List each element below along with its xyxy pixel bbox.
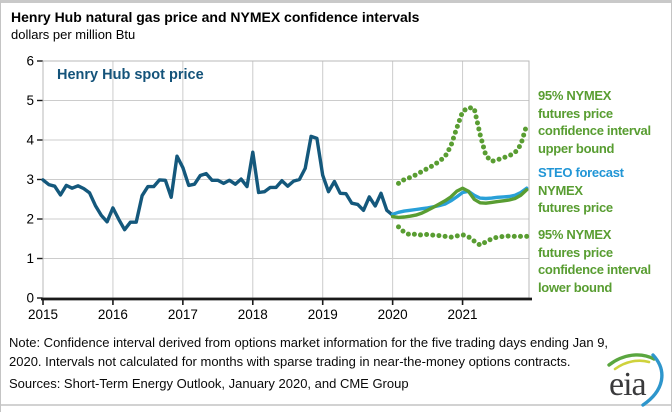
legend-upper-line: 95% NYMEX [538, 88, 612, 103]
legend-steo-line: STEO forecast [538, 165, 624, 180]
y-axis-tick-label: 2 [26, 212, 34, 227]
legend-lower-line: confidence interval [538, 262, 651, 277]
legend-nymex-line: futures price [538, 200, 613, 215]
legend-upper-line: upper bound [538, 140, 615, 156]
x-axis-tick-label: 2015 [28, 307, 58, 322]
legend-forecast: STEO forecast NYMEX futures price [538, 164, 624, 217]
note-line: Note: Confidence interval derived from o… [9, 335, 609, 350]
x-axis-tick-label: 2020 [378, 307, 408, 322]
legend-nymex-line: NYMEX [538, 182, 583, 198]
y-axis-tick-label: 6 [26, 54, 34, 69]
legend-upper-line: confidence interval [538, 123, 651, 138]
series-henry-hub-spot [41, 134, 395, 232]
price-chart: 0 1 2 3 4 5 6 2015 2016 2017 2018 2019 2020 2021 [26, 54, 532, 322]
series-confidence-upper [396, 105, 530, 186]
note-text: Note: Confidence interval derived from o… [9, 333, 608, 371]
page-title: Henry Hub natural gas price and NYMEX co… [11, 9, 420, 25]
eia-logo: eia [601, 350, 667, 408]
x-axis-tick-label: 2018 [238, 307, 268, 322]
legend-lower-bound: 95% NYMEX futures price confidence inter… [538, 226, 651, 296]
y-axis-tick-label: 3 [26, 172, 34, 187]
legend-lower-line: 95% NYMEX [538, 227, 612, 242]
series-nymex-futures [390, 186, 529, 220]
bottom-divider [1, 404, 671, 406]
y-axis-tick-label: 5 [26, 93, 34, 108]
sources-text: Sources: Short-Term Energy Outlook, Janu… [9, 376, 409, 391]
legend-lower-line: lower bound [538, 279, 612, 295]
spot-price-annotation: Henry Hub spot price [57, 67, 204, 83]
eia-logo-text: eia [609, 366, 647, 403]
y-axis-tick-label: 0 [26, 291, 34, 306]
axis-units-label: dollars per million Btu [11, 27, 136, 42]
legend-upper-bound: 95% NYMEX futures price confidence inter… [538, 87, 651, 157]
x-axis-tick-label: 2019 [308, 307, 338, 322]
series-steo-forecast [390, 186, 529, 217]
y-axis-tick-label: 1 [26, 251, 34, 266]
legend-lower-line: futures price [538, 244, 613, 260]
eia-logo-swoosh-icon [607, 353, 664, 407]
note-line: 2020. Intervals not calculated for month… [9, 354, 571, 369]
y-axis-tick-label: 4 [26, 133, 34, 148]
x-axis-tick-label: 2016 [98, 307, 128, 322]
legend-upper-line: futures price [538, 105, 613, 121]
x-axis-tick-label: 2021 [448, 307, 478, 322]
x-axis-tick-label: 2017 [168, 307, 198, 322]
series-confidence-lower [396, 224, 530, 248]
